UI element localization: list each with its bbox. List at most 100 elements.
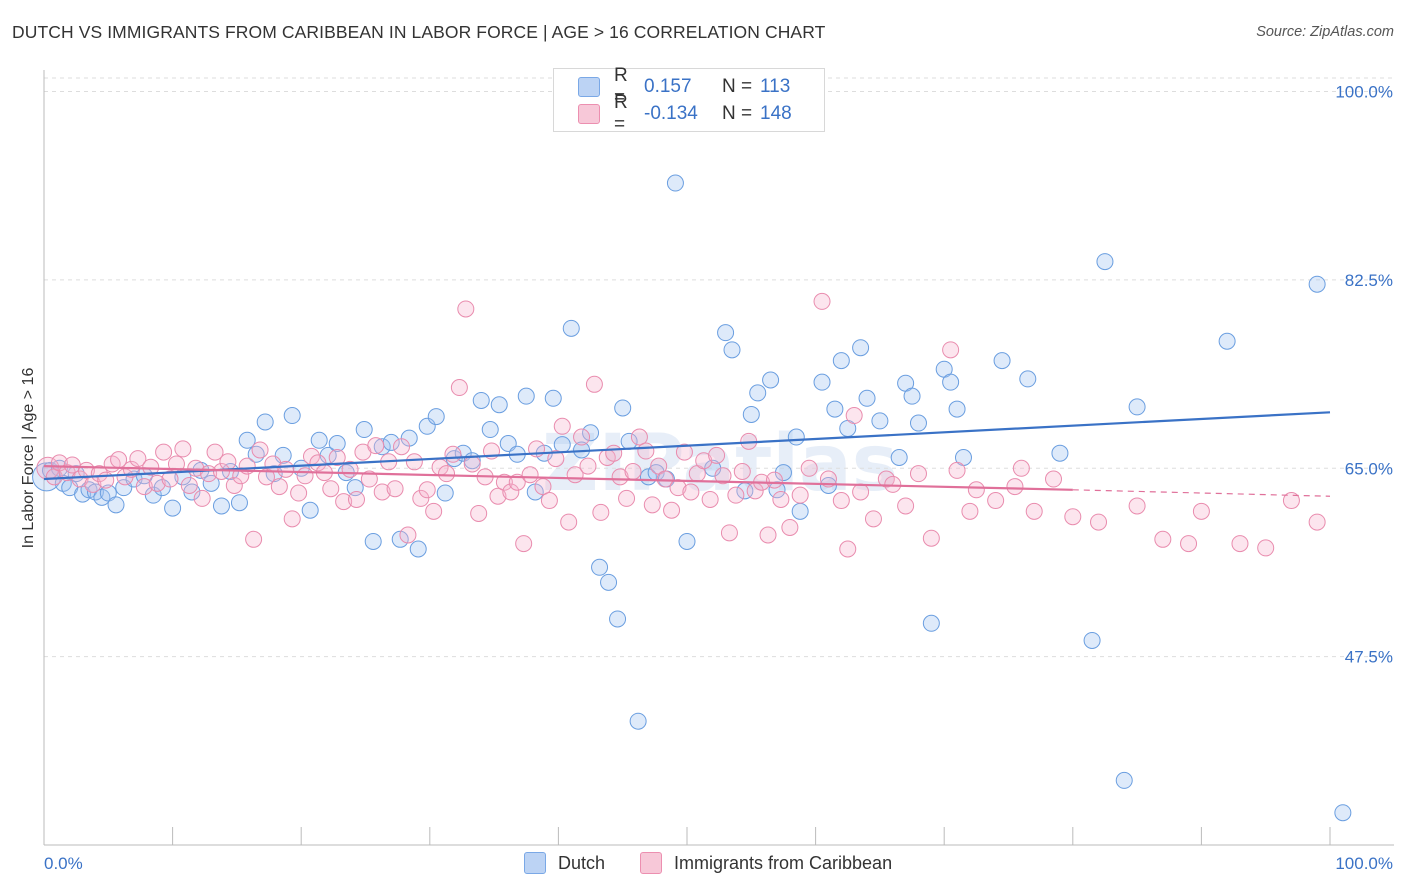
caribbean-point <box>987 492 1005 510</box>
caribbean-point <box>245 530 263 548</box>
dutch-point <box>858 389 876 407</box>
dutch-point <box>582 424 600 442</box>
dutch-point <box>230 494 248 512</box>
dutch-point <box>948 400 966 418</box>
caribbean-point <box>547 450 565 468</box>
caribbean-point <box>1308 513 1326 531</box>
caribbean-point <box>438 465 456 483</box>
caribbean-point <box>765 471 783 489</box>
dutch-point <box>826 400 844 418</box>
legend-n-value: 113 <box>760 76 791 97</box>
dutch-point <box>1218 332 1236 350</box>
chart-title: DUTCH VS IMMIGRANTS FROM CARIBBEAN IN LA… <box>12 22 826 42</box>
caribbean-point <box>772 490 790 508</box>
caribbean-point <box>425 502 443 520</box>
caribbean-point <box>399 526 417 544</box>
dutch-point <box>600 573 618 591</box>
dutch-point <box>791 502 809 520</box>
dutch-point <box>819 476 837 494</box>
caribbean-point <box>592 503 610 521</box>
x-tick-label: 0.0% <box>44 854 83 873</box>
caribbean-point <box>463 455 481 473</box>
legend-n-label: N = <box>722 103 753 124</box>
caribbean-point <box>832 492 850 510</box>
caribbean-point <box>63 456 81 474</box>
caribbean-point <box>470 504 488 522</box>
caribbean-point <box>791 486 809 504</box>
caribbean-point <box>909 465 927 483</box>
caribbean-point <box>161 470 179 488</box>
chart-source: Source: ZipAtlas.com <box>1256 24 1394 40</box>
dutch-point <box>283 407 301 425</box>
caribbean-point <box>1192 502 1210 520</box>
caribbean-point <box>193 489 211 507</box>
caribbean-point <box>322 480 340 498</box>
caribbean-point <box>373 483 391 501</box>
caribbean-point <box>759 526 777 544</box>
caribbean-point <box>393 438 411 456</box>
caribbean-point <box>637 442 655 460</box>
dutch-point <box>301 501 319 519</box>
dutch-point <box>481 421 499 439</box>
caribbean-point <box>1231 535 1249 553</box>
caribbean-point <box>727 486 745 504</box>
caribbean-point <box>708 446 726 464</box>
dutch-point <box>490 396 508 414</box>
dutch-point <box>1083 631 1101 649</box>
caribbean-point <box>884 475 902 493</box>
caribbean-point <box>90 465 108 483</box>
caribbean-point <box>1154 530 1172 548</box>
caribbean-point <box>663 501 681 519</box>
caribbean-point <box>948 461 966 479</box>
caribbean-point <box>675 443 693 461</box>
caribbean-swatch <box>578 104 600 124</box>
dutch-point <box>202 474 220 492</box>
dutch-point <box>1128 398 1146 416</box>
caribbean-point <box>347 490 365 508</box>
dutch-point <box>993 352 1011 370</box>
dutch-point <box>373 438 391 456</box>
dutch-point <box>212 497 230 515</box>
caribbean-point <box>155 443 173 461</box>
dutch-point <box>1115 771 1133 789</box>
caribbean-point <box>174 440 192 458</box>
caribbean-point <box>967 481 985 499</box>
dutch-point <box>1308 275 1326 293</box>
y-axis-label: In Labor Force | Age > 16 <box>20 368 37 549</box>
dutch-swatch <box>524 852 546 874</box>
dutch-swatch <box>578 77 600 97</box>
x-tick-label: 100.0% <box>1335 854 1393 873</box>
caribbean-point <box>611 468 629 486</box>
dutch-point <box>99 484 117 502</box>
dutch-point <box>813 373 831 391</box>
caribbean-point <box>309 454 327 472</box>
caribbean-point <box>1045 470 1063 488</box>
caribbean-point <box>781 518 799 536</box>
caribbean-point <box>206 443 224 461</box>
caribbean-point <box>800 459 818 477</box>
caribbean-point <box>618 489 636 507</box>
dutch-point <box>310 431 328 449</box>
caribbean-point <box>1180 535 1198 553</box>
caribbean-point <box>283 510 301 528</box>
dutch-point <box>517 387 535 405</box>
dutch-point <box>717 324 735 342</box>
legend-r-label: R = <box>614 92 628 135</box>
caribbean-point <box>508 473 526 491</box>
caribbean-point <box>839 540 857 558</box>
caribbean-point <box>129 450 147 468</box>
y-tick-label: 65.0% <box>1345 459 1393 478</box>
caribbean-point <box>1282 492 1300 510</box>
dutch-point <box>1334 804 1352 822</box>
dutch-point <box>922 614 940 632</box>
dutch-point <box>256 413 274 431</box>
dutch-point <box>107 496 125 514</box>
series-legend: Dutch Immigrants from Caribbean <box>0 852 1406 878</box>
dutch-point <box>852 339 870 357</box>
dutch-point <box>678 532 696 550</box>
dutch-point <box>544 389 562 407</box>
caribbean-point <box>418 481 436 499</box>
caribbean-point <box>695 452 713 470</box>
caribbean-point <box>720 524 738 542</box>
dutch-point <box>609 610 627 628</box>
